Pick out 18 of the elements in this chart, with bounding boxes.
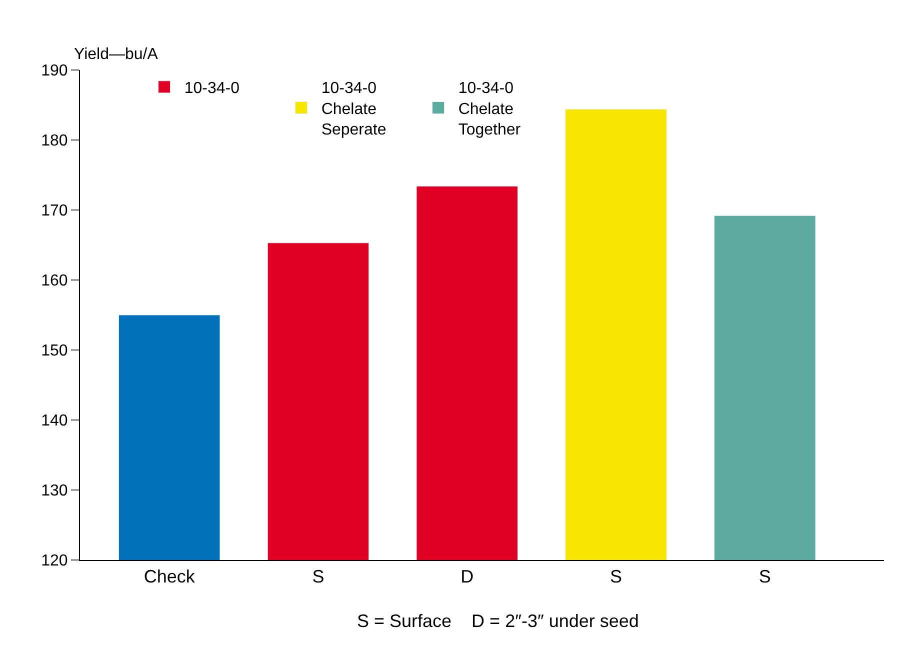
- y-tick-label: 130: [41, 482, 68, 500]
- x-tick-label: S: [312, 566, 324, 587]
- x-tick-label: Check: [144, 566, 196, 587]
- y-tick-label: 150: [41, 342, 68, 360]
- x-tick-label: D: [460, 566, 474, 587]
- text: S = Surface D = 2″-3″ under seed: [357, 611, 639, 631]
- x-tick-label: S: [758, 566, 771, 587]
- y-tick-label: 170: [41, 202, 68, 220]
- y-tick-label: 140: [41, 412, 68, 430]
- y-tick-label: 120: [41, 552, 68, 570]
- y-tick-label: 180: [41, 132, 68, 150]
- y-axis-title: Yield—bu/A: [74, 46, 158, 63]
- legend-label: 10-34-0: [184, 80, 240, 98]
- x-tick-label: S: [610, 566, 622, 587]
- y-tick-label: 190: [41, 62, 68, 80]
- y-tick-label: 160: [41, 272, 68, 290]
- legend-label: 10-34-0 Chelate Together: [458, 80, 522, 139]
- legend-label: 10-34-0 Chelate Seperate: [321, 80, 386, 139]
